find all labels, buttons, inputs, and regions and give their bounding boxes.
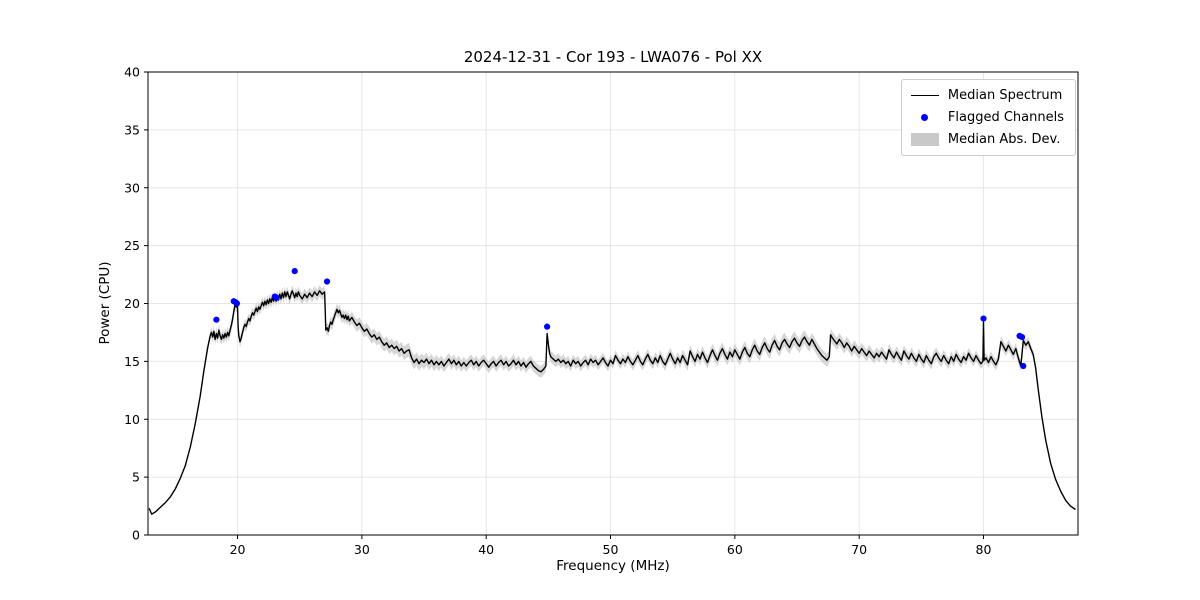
svg-text:60: 60 (727, 542, 743, 557)
svg-text:20: 20 (230, 542, 246, 557)
svg-text:30: 30 (354, 542, 370, 557)
legend-label-flagged-channels: Flagged Channels (947, 110, 1064, 125)
svg-text:5: 5 (132, 470, 140, 485)
svg-text:80: 80 (976, 542, 992, 557)
flagged-channels-dot-swatch (911, 114, 939, 121)
median-spectrum-line-swatch (910, 95, 939, 96)
legend-item-mad: Median Abs. Dev. (910, 132, 1064, 147)
svg-text:10: 10 (124, 412, 140, 427)
x-axis-label: Frequency (MHz) (556, 558, 670, 574)
svg-text:0: 0 (132, 528, 140, 543)
legend: Median Spectrum Flagged Channels Median … (900, 79, 1076, 156)
svg-text:40: 40 (124, 65, 140, 80)
chart-title: 2024-12-31 - Cor 193 - LWA076 - Pol XX (463, 48, 763, 66)
legend-label-median-spectrum: Median Spectrum (947, 88, 1063, 103)
svg-text:20: 20 (124, 296, 140, 311)
legend-label-mad: Median Abs. Dev. (947, 132, 1061, 147)
svg-text:40: 40 (478, 542, 494, 557)
svg-text:70: 70 (851, 542, 867, 557)
svg-text:25: 25 (124, 238, 140, 253)
legend-item-median-spectrum: Median Spectrum (910, 88, 1064, 103)
y-axis-label: Power (CPU) (97, 261, 113, 345)
legend-item-flagged-channels: Flagged Channels (911, 110, 1064, 125)
mad-band-swatch (910, 133, 939, 146)
svg-text:15: 15 (124, 354, 140, 369)
svg-text:50: 50 (603, 542, 619, 557)
svg-text:35: 35 (124, 122, 140, 137)
svg-text:30: 30 (124, 180, 140, 195)
